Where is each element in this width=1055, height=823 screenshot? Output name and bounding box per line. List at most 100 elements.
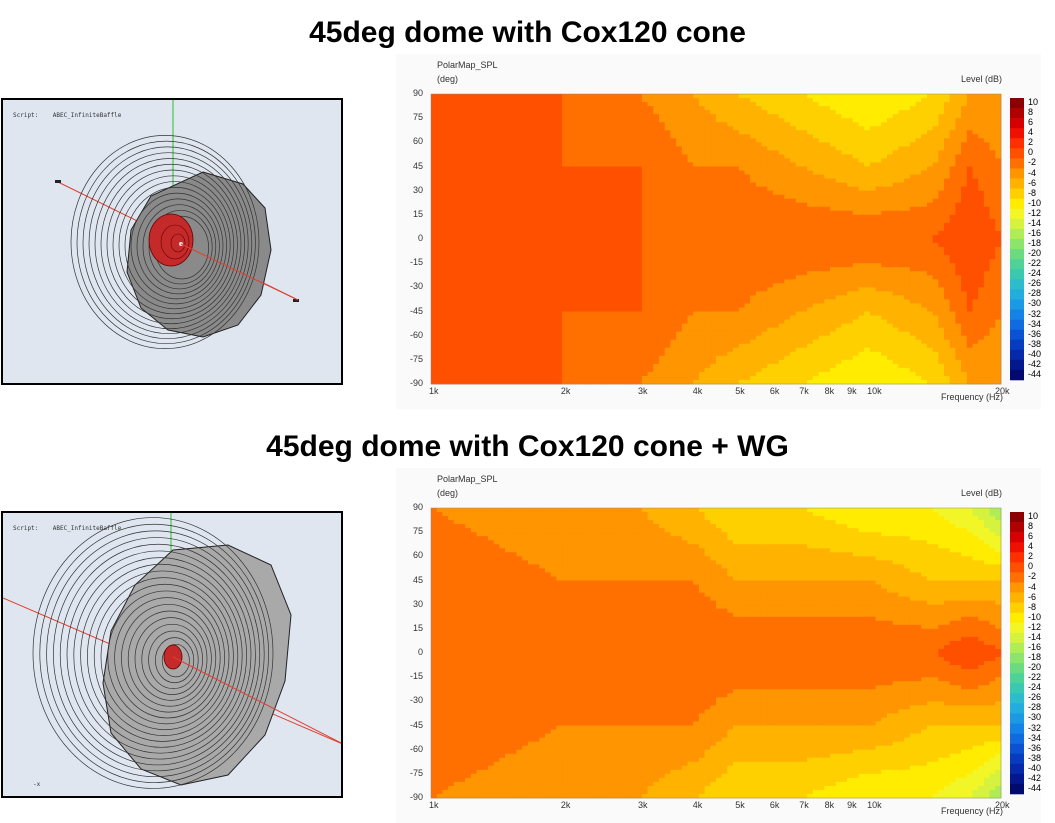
heatmap-cell: [631, 271, 637, 275]
heatmap-cell: [534, 106, 540, 110]
heatmap-cell: [579, 239, 585, 243]
heatmap-cell: [716, 348, 722, 352]
heatmap-cell: [693, 344, 699, 348]
heatmap-cell: [779, 307, 785, 311]
heatmap-cell: [688, 312, 694, 316]
heatmap-cell: [477, 118, 483, 122]
heatmap-cell: [522, 191, 528, 195]
heatmap-cell: [745, 183, 751, 187]
heatmap-cell: [807, 360, 813, 364]
heatmap-cell: [602, 118, 608, 122]
heatmap-cell: [454, 352, 460, 356]
heatmap-cell: [813, 231, 819, 235]
heatmap-cell: [796, 110, 802, 114]
heatmap-cell: [773, 247, 779, 251]
heatmap-cell: [556, 243, 562, 247]
heatmap-cell: [613, 183, 619, 187]
heatmap-cell: [665, 324, 671, 328]
heatmap-cell: [517, 231, 523, 235]
heatmap-cell: [442, 360, 448, 364]
heatmap-cell: [773, 312, 779, 316]
heatmap-cell: [699, 279, 705, 283]
heatmap-cell: [699, 316, 705, 320]
heatmap-cell: [693, 223, 699, 227]
heatmap-cell: [665, 316, 671, 320]
heatmap-cell: [528, 106, 534, 110]
heatmap-cell: [773, 356, 779, 360]
heatmap-cell: [574, 295, 580, 299]
heatmap-cell: [727, 340, 733, 344]
panel-1-3d-viewer[interactable]: Script: ABEC_InfiniteBaffle: [1, 98, 343, 385]
heatmap-cell: [556, 223, 562, 227]
heatmap-cell: [579, 348, 585, 352]
heatmap-cell: [807, 239, 813, 243]
heatmap-cell: [716, 344, 722, 348]
heatmap-cell: [602, 368, 608, 372]
heatmap-cell: [465, 247, 471, 251]
heatmap-cell: [494, 94, 500, 98]
heatmap-cell: [767, 207, 773, 211]
heatmap-cell: [688, 287, 694, 291]
heatmap-cell: [745, 215, 751, 219]
heatmap-cell: [796, 114, 802, 118]
heatmap-cell: [676, 255, 682, 259]
heatmap-cell: [631, 94, 637, 98]
heatmap-cell: [665, 287, 671, 291]
heatmap-cell: [591, 360, 597, 364]
heatmap-cell: [762, 118, 768, 122]
heatmap-cell: [733, 154, 739, 158]
heatmap-cell: [727, 344, 733, 348]
heatmap-cell: [642, 356, 648, 360]
heatmap-cell: [511, 247, 517, 251]
heatmap-cell: [471, 102, 477, 106]
heatmap-cell: [437, 352, 443, 356]
heatmap-cell: [608, 118, 614, 122]
heatmap-cell: [756, 352, 762, 356]
heatmap-cell: [539, 267, 545, 271]
heatmap-cell: [636, 134, 642, 138]
heatmap-cell: [819, 154, 825, 158]
heatmap-cell: [477, 223, 483, 227]
heatmap-cell: [693, 167, 699, 171]
heatmap-cell: [756, 203, 762, 207]
heatmap-cell: [670, 291, 676, 295]
heatmap-cell: [784, 267, 790, 271]
heatmap-cell: [431, 142, 437, 146]
heatmap-cell: [591, 138, 597, 142]
heatmap-cell: [750, 291, 756, 295]
heatmap-cell: [602, 126, 608, 130]
heatmap-cell: [779, 368, 785, 372]
heatmap-cell: [688, 251, 694, 255]
heatmap-cell: [773, 328, 779, 332]
heatmap-cell: [636, 150, 642, 154]
heatmap-cell: [813, 106, 819, 110]
heatmap-cell: [682, 219, 688, 223]
heatmap-cell: [802, 271, 808, 275]
heatmap-cell: [807, 142, 813, 146]
heatmap-cell: [790, 344, 796, 348]
heatmap-cell: [619, 187, 625, 191]
heatmap-cell: [665, 247, 671, 251]
heatmap-cell: [613, 215, 619, 219]
heatmap-cell: [517, 344, 523, 348]
heatmap-cell: [739, 340, 745, 344]
heatmap-cell: [762, 299, 768, 303]
heatmap-cell: [534, 271, 540, 275]
heatmap-cell: [556, 295, 562, 299]
heatmap-cell: [556, 167, 562, 171]
heatmap-cell: [682, 336, 688, 340]
heatmap-cell: [693, 106, 699, 110]
heatmap-cell: [773, 243, 779, 247]
heatmap-cell: [568, 195, 574, 199]
heatmap-cell: [528, 372, 534, 376]
heatmap-cell: [431, 223, 437, 227]
heatmap-cell: [585, 251, 591, 255]
heatmap-cell: [574, 158, 580, 162]
heatmap-cell: [665, 340, 671, 344]
heatmap-cell: [767, 102, 773, 106]
heatmap-cell: [539, 203, 545, 207]
heatmap-cell: [705, 251, 711, 255]
heatmap-cell: [545, 94, 551, 98]
heatmap-cell: [796, 142, 802, 146]
heatmap-cell: [722, 227, 728, 231]
